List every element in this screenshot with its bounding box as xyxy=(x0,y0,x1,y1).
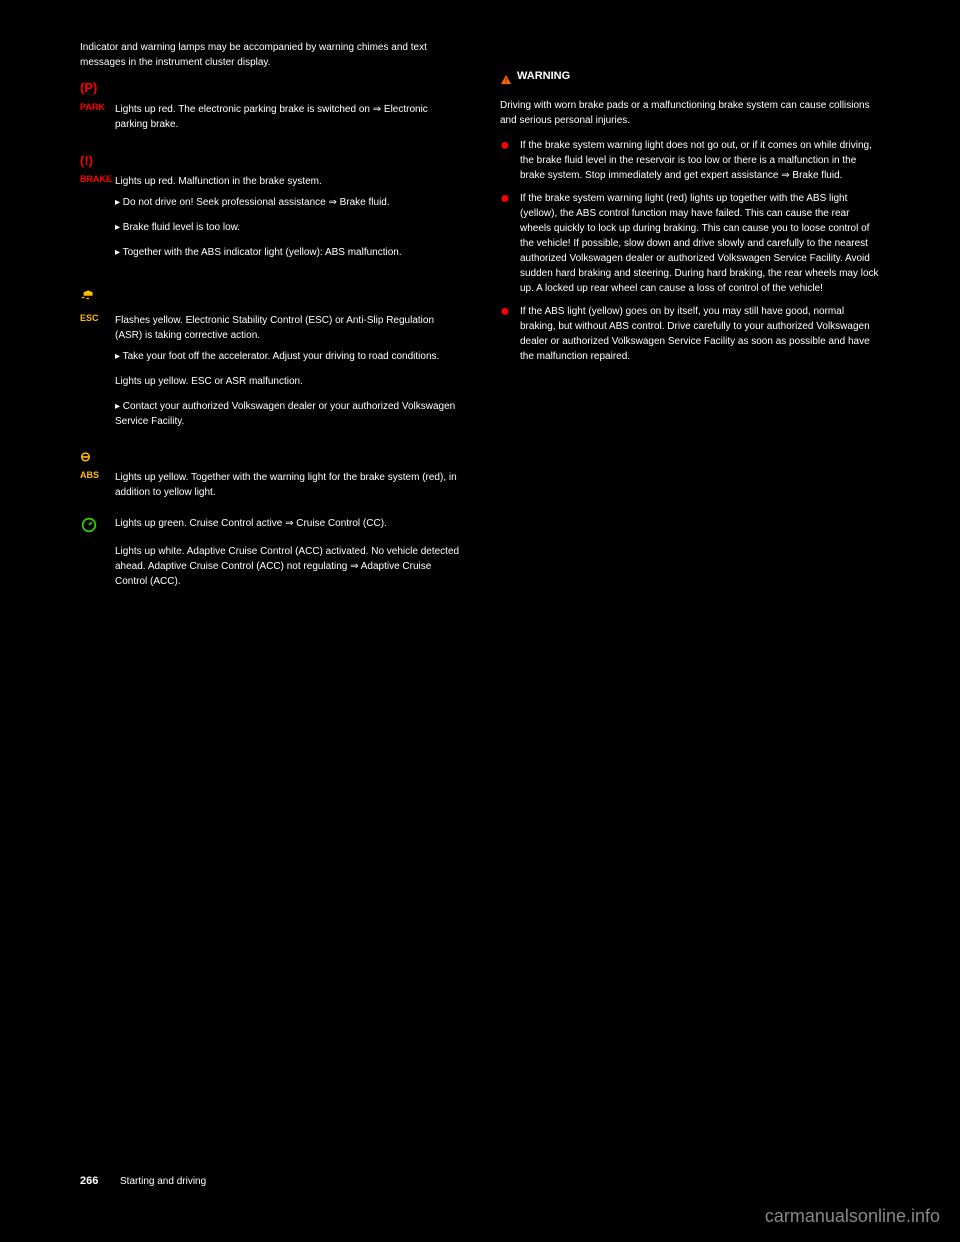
park-p-icon: (P) xyxy=(80,80,115,96)
esc-label-icon: ESC xyxy=(80,313,115,324)
intro-text: Indicator and warning lamps may be accom… xyxy=(80,40,460,70)
warning-bullet-1: ● If the brake system warning light does… xyxy=(500,138,880,183)
warning-bullet-2: ● If the brake system warning light (red… xyxy=(500,191,880,296)
car-skid-icon xyxy=(80,285,98,303)
right-column: ! WARNING Driving with worn brake pads o… xyxy=(500,40,880,372)
brake-bullet-1: ▸ Do not drive on! Seek professional ass… xyxy=(115,195,460,210)
bullet-3-text: If the ABS light (yellow) goes on by its… xyxy=(520,304,880,364)
warning-bullet-3: ● If the ABS light (yellow) goes on by i… xyxy=(500,304,880,364)
cruise-icon xyxy=(80,516,115,538)
brake-label-icon: BRAKE xyxy=(80,174,115,185)
park-indicator-row: (P) xyxy=(80,80,460,96)
esc-solid-description: Lights up yellow. ESC or ASR malfunction… xyxy=(115,374,460,389)
abs-description: Lights up yellow. Together with the warn… xyxy=(115,470,460,500)
brake-bullet-3: ▸ Together with the ABS indicator light … xyxy=(115,245,460,260)
brake-bullet-2: ▸ Brake fluid level is too low. xyxy=(115,220,460,235)
bullet-dot-icon: ● xyxy=(500,304,520,364)
esc-car-icon xyxy=(80,285,115,307)
esc-indicator-row xyxy=(80,285,460,307)
abs-indicator-row: ⊖ xyxy=(80,449,460,465)
bullet-dot-icon: ● xyxy=(500,138,520,183)
left-column: Indicator and warning lamps may be accom… xyxy=(80,40,460,599)
warning-title-text: WARNING xyxy=(517,70,570,82)
svg-text:!: ! xyxy=(505,78,507,85)
abs-label-icon: ABS xyxy=(80,470,115,481)
warning-triangle-icon: ! xyxy=(500,74,512,86)
cruise-green-description: Lights up green. Cruise Control active ⇒… xyxy=(115,516,460,531)
page-number: 266 xyxy=(80,1175,98,1187)
park-description: Lights up red. The electronic parking br… xyxy=(115,102,460,132)
speedometer-icon xyxy=(80,516,98,534)
cruise-white-description: Lights up white. Adaptive Cruise Control… xyxy=(115,544,460,589)
esc-bullet-1: ▸ Take your foot off the accelerator. Ad… xyxy=(115,349,460,364)
brake-label-row: BRAKE Lights up red. Malfunction in the … xyxy=(80,174,460,189)
brake-exclaim-icon: (!) xyxy=(80,153,115,169)
park-label-icon: PARK xyxy=(80,102,115,113)
abs-circle-icon: ⊖ xyxy=(80,449,115,465)
esc-flash-description: Flashes yellow. Electronic Stability Con… xyxy=(115,313,460,343)
esc-bullet-2: ▸ Contact your authorized Volkswagen dea… xyxy=(115,399,460,429)
warning-text: Driving with worn brake pads or a malfun… xyxy=(500,98,880,128)
brake-indicator-row: (!) xyxy=(80,153,460,169)
bullet-2-text: If the brake system warning light (red) … xyxy=(520,191,880,296)
bullet-1-text: If the brake system warning light does n… xyxy=(520,138,880,183)
bullet-dot-icon: ● xyxy=(500,191,520,296)
warning-header: ! WARNING xyxy=(500,70,880,90)
watermark: carmanualsonline.info xyxy=(765,1206,940,1227)
brake-description: Lights up red. Malfunction in the brake … xyxy=(115,174,460,189)
esc-label-row: ESC Flashes yellow. Electronic Stability… xyxy=(80,313,460,343)
abs-label-row: ABS Lights up yellow. Together with the … xyxy=(80,470,460,500)
cruise-indicator-row: Lights up green. Cruise Control active ⇒… xyxy=(80,516,460,538)
chapter-label: Starting and driving xyxy=(120,1176,206,1187)
park-label-row: PARK Lights up red. The electronic parki… xyxy=(80,102,460,132)
